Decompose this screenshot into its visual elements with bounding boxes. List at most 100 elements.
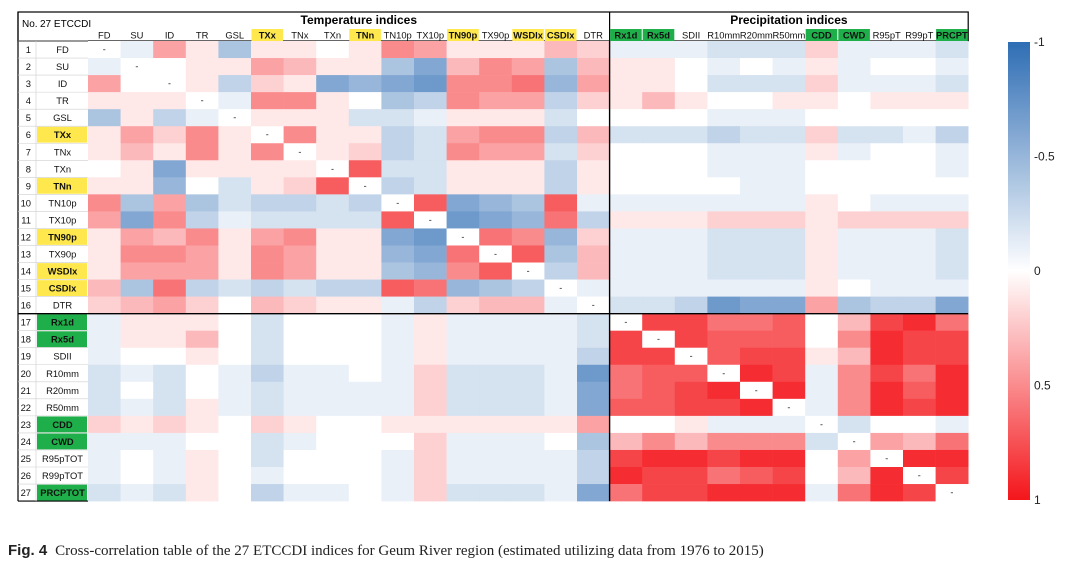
heatmap-cell — [153, 262, 187, 280]
heatmap-cell — [511, 143, 545, 161]
heatmap-cell — [935, 126, 969, 144]
heatmap-cell — [446, 398, 480, 417]
heatmap-cell — [185, 109, 219, 127]
heatmap-cell — [218, 381, 252, 400]
row-header-label: Rx1d — [51, 317, 74, 328]
row-number: 17 — [21, 317, 31, 328]
heatmap-cell — [870, 58, 904, 76]
heatmap-cell — [120, 296, 154, 314]
heatmap-cell — [88, 330, 121, 349]
heatmap-cell — [837, 432, 871, 451]
heatmap-cell — [544, 296, 578, 314]
heatmap-cell — [707, 75, 741, 93]
heatmap-cell — [740, 228, 773, 246]
correlation-heatmap: No. 27 ETCCDI Temperature indices Precipita… — [17, 11, 1055, 507]
heatmap-cell — [642, 109, 676, 127]
heatmap-cell — [120, 126, 154, 144]
heatmap-cell — [511, 347, 545, 366]
heatmap-cell — [283, 245, 317, 263]
figure-caption: Fig. 4 Cross-correlation table of the 27 … — [8, 542, 764, 560]
heatmap-cell — [511, 415, 545, 434]
heatmap-cell — [837, 467, 871, 485]
heatmap-cell — [544, 313, 578, 331]
heatmap-cell — [577, 467, 610, 485]
heatmap-cell — [903, 160, 936, 178]
colorbar-tick-label: 0 — [1034, 264, 1041, 278]
heatmap-cell — [218, 160, 252, 178]
column-header-label: ID — [165, 30, 175, 41]
heatmap-cell — [479, 296, 513, 314]
heatmap-cell — [348, 432, 382, 451]
colorbar-tick-label: -1 — [1034, 35, 1045, 49]
heatmap-cell — [283, 92, 317, 110]
caption-text: Cross-correlation table of the 27 ETCCDI… — [55, 543, 764, 559]
heatmap-cell — [185, 228, 219, 246]
colorbar-tick-label: 1 — [1034, 493, 1041, 507]
heatmap-cell — [251, 364, 284, 383]
heatmap-cell — [674, 467, 708, 485]
heatmap-cell — [903, 330, 936, 349]
heatmap-cell — [609, 398, 643, 417]
heatmap-cell — [511, 381, 545, 400]
heatmap-cell — [642, 381, 676, 400]
heatmap-cell — [153, 296, 187, 314]
heatmap-cell — [870, 143, 904, 161]
heatmap-cell — [251, 143, 284, 161]
heatmap-cell — [903, 364, 936, 383]
heatmap-cell — [120, 245, 154, 263]
heatmap-cell — [381, 415, 415, 434]
heatmap-cell — [414, 415, 447, 434]
heatmap-cell — [479, 177, 513, 195]
heatmap-cell — [120, 194, 154, 212]
row-number: 1 — [26, 44, 31, 55]
heatmap-cell — [772, 143, 806, 161]
row-number: 14 — [21, 266, 31, 277]
column-header-label: SDII — [682, 30, 700, 41]
heatmap-cell — [642, 432, 676, 451]
diagonal-marker: - — [722, 368, 725, 378]
heatmap-cell — [577, 177, 610, 195]
heatmap-cell — [316, 143, 350, 161]
heatmap-cell — [88, 143, 121, 161]
column-header-label: CSDIx — [547, 30, 575, 41]
heatmap-cell — [642, 177, 676, 195]
heatmap-cell — [348, 126, 382, 144]
column-header-label: TR — [196, 30, 209, 41]
heatmap-cell — [544, 484, 578, 502]
heatmap-cell — [870, 126, 904, 144]
heatmap-cell — [381, 398, 415, 417]
heatmap-cell — [348, 194, 382, 212]
heatmap-cell — [511, 160, 545, 178]
heatmap-cell — [642, 58, 676, 76]
heatmap-cell — [837, 126, 871, 144]
heatmap-cell — [642, 467, 676, 485]
heatmap-cell — [609, 58, 643, 76]
row-header-label: TXn — [54, 163, 71, 174]
heatmap-cell — [511, 109, 545, 127]
heatmap-cell — [218, 279, 252, 297]
heatmap-cell — [772, 41, 806, 59]
heatmap-cell — [283, 467, 317, 485]
heatmap-cell — [414, 75, 447, 93]
heatmap-cell — [740, 313, 773, 331]
heatmap-cell — [479, 58, 513, 76]
heatmap-cell — [772, 75, 806, 93]
heatmap-cell — [251, 449, 284, 468]
diagonal-marker: - — [918, 471, 921, 481]
row-number: 10 — [21, 197, 31, 208]
heatmap-cell — [577, 75, 610, 93]
row-header-highlight — [37, 416, 87, 433]
heatmap-cell — [707, 415, 741, 434]
heatmap-cell — [283, 347, 317, 366]
heatmap-cell — [544, 245, 578, 263]
heatmap-cell — [251, 92, 284, 110]
heatmap-cell — [185, 143, 219, 161]
heatmap-cell — [185, 432, 219, 451]
heatmap-cell — [381, 381, 415, 400]
heatmap-cell — [348, 262, 382, 280]
heatmap-cell — [446, 92, 480, 110]
column-header-label: Rx5d — [647, 30, 670, 41]
heatmap-cell — [805, 296, 839, 314]
heatmap-cell — [544, 126, 578, 144]
heatmap-cell — [251, 126, 284, 144]
